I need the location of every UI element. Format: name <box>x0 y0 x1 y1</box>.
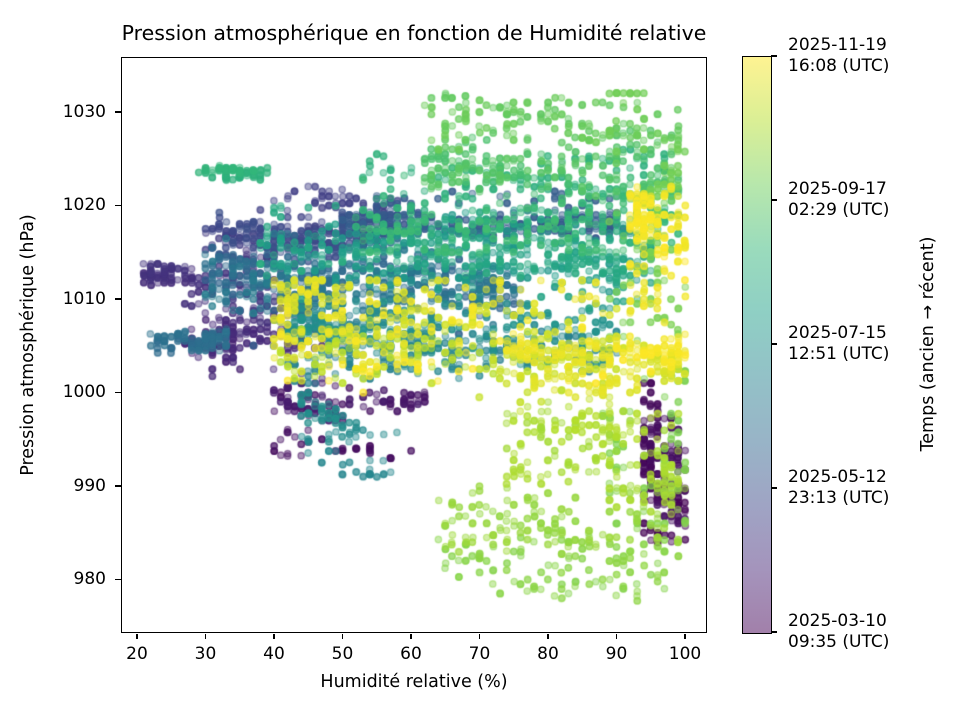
y-tick-mark <box>115 111 121 113</box>
x-tick-label: 100 <box>668 644 702 664</box>
x-tick-mark <box>684 634 686 639</box>
colorbar-axis-label: Temps (ancien → récent) <box>918 236 938 452</box>
y-tick-label: 1020 <box>62 195 106 215</box>
colorbar-tick-time: 23:13 (UTC) <box>788 488 890 508</box>
x-tick-mark <box>273 634 275 639</box>
colorbar-tick-time: 09:35 (UTC) <box>788 632 890 652</box>
y-tick-label: 1010 <box>62 288 106 309</box>
y-tick-mark <box>115 204 121 207</box>
y-tick-label: 980 <box>73 569 106 589</box>
colorbar-tick-date: 2025-03-10 <box>788 611 887 631</box>
colorbar-tick-label: 2025-07-15 12:51 (UTC) <box>788 323 948 365</box>
chart-title: Pression atmosphérique en fonction de Hu… <box>121 21 707 45</box>
y-tick-label: 1000 <box>62 382 106 402</box>
colorbar <box>742 56 772 634</box>
colorbar-tick-date: 2025-07-15 <box>788 323 887 343</box>
x-tick-mark <box>478 634 481 639</box>
x-tick-label: 60 <box>400 644 422 664</box>
y-tick-mark <box>115 391 121 394</box>
colorbar-tick-date: 2025-11-19 <box>788 35 887 55</box>
x-tick-label: 30 <box>194 644 217 664</box>
y-tick-mark <box>115 578 121 581</box>
y-axis-label: Pression atmosphérique (hPa) <box>18 214 38 476</box>
colorbar-tick-label: 2025-03-10 09:35 (UTC) <box>788 611 948 653</box>
y-tick-label: 990 <box>73 475 106 496</box>
colorbar-tick-label: 2025-09-17 02:29 (UTC) <box>788 179 948 221</box>
x-tick-mark <box>410 634 412 639</box>
colorbar-tick-mark <box>771 487 777 489</box>
colorbar-tick-mark <box>771 631 777 633</box>
x-tick-label: 80 <box>537 644 559 664</box>
colorbar-tick-time: 02:29 (UTC) <box>788 200 890 220</box>
colorbar-tick-label: 2025-05-12 23:13 (UTC) <box>788 467 948 509</box>
x-tick-label: 40 <box>263 644 285 664</box>
y-tick-mark <box>115 298 121 300</box>
x-tick-mark <box>341 634 344 639</box>
x-tick-label: 50 <box>331 644 354 664</box>
x-tick-mark <box>615 634 618 639</box>
colorbar-tick-date: 2025-09-17 <box>788 179 887 199</box>
x-axis-label: Humidité relative (%) <box>320 672 508 692</box>
x-tick-mark <box>547 634 549 639</box>
colorbar-tick-time: 16:08 (UTC) <box>788 56 890 76</box>
colorbar-tick-mark <box>771 55 777 57</box>
x-tick-mark <box>136 634 138 639</box>
colorbar-tick-mark <box>771 343 777 345</box>
x-tick-mark <box>204 634 207 639</box>
x-tick-label: 20 <box>126 644 148 664</box>
y-tick-label: 1030 <box>62 101 106 122</box>
colorbar-tick-mark <box>771 199 777 201</box>
colorbar-tick-label: 2025-11-19 16:08 (UTC) <box>788 35 948 77</box>
x-tick-label: 70 <box>468 644 491 664</box>
scatter-canvas <box>121 57 707 633</box>
x-tick-label: 90 <box>605 644 628 664</box>
colorbar-tick-time: 12:51 (UTC) <box>788 344 890 364</box>
y-tick-mark <box>115 485 121 487</box>
colorbar-tick-date: 2025-05-12 <box>788 467 887 487</box>
